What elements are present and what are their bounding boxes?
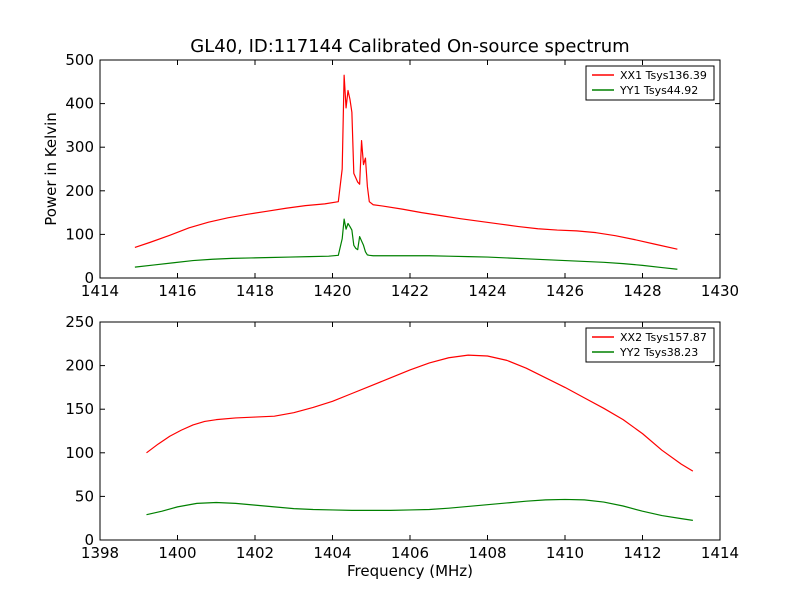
x-tick-label: 1402 [236, 544, 274, 562]
series-line-1-2 [134, 218, 678, 270]
x-tick-label: 1412 [623, 544, 661, 562]
x-tick-label: 1408 [468, 544, 506, 562]
legend-box [585, 65, 715, 101]
y-tick-label: 100 [65, 225, 94, 243]
y-tick-label: 300 [65, 138, 94, 156]
x-tick-label: 1406 [391, 544, 429, 562]
y-tick-label: 50 [75, 487, 94, 505]
x-tick-label: 1398 [81, 544, 119, 562]
x-tick-label: 1400 [158, 544, 196, 562]
legend-1: XX1 Tsys136.39 YY1 Tsys44.92 [585, 65, 715, 101]
y-tick-label: 100 [65, 444, 94, 462]
legend-label: XX2 Tsys157.87 [620, 331, 707, 344]
legend-label: YY2 Tsys38.23 [619, 346, 698, 359]
x-tick-label: 1420 [313, 282, 351, 300]
series-line-2-1 [146, 354, 694, 472]
legend-label: XX1 Tsys136.39 [620, 69, 707, 82]
x-axis-label: Frequency (MHz) [347, 562, 473, 580]
x-tick-label: 1418 [236, 282, 274, 300]
x-tick-label: 1410 [546, 544, 584, 562]
x-tick-label: 1428 [623, 282, 661, 300]
y-tick-label: 0 [84, 269, 94, 287]
x-tick-label: 1404 [313, 544, 351, 562]
x-tick-label: 1426 [546, 282, 584, 300]
chart-title: GL40, ID:117144 Calibrated On-source spe… [190, 36, 629, 57]
x-tick-label: 1424 [468, 282, 506, 300]
y-tick-label: 200 [65, 357, 94, 375]
legend-box [585, 327, 715, 363]
series-line-2-2 [146, 498, 693, 521]
x-tick-label: 1414 [81, 282, 119, 300]
series-line-1-1 [134, 74, 678, 250]
y-tick-label: 200 [65, 182, 94, 200]
y-tick-label: 400 [65, 95, 94, 113]
y-tick-label: 0 [84, 531, 94, 549]
x-tick-label: 1422 [391, 282, 429, 300]
y-tick-label: 250 [65, 313, 94, 331]
top-panel: 1414 1416 1418 1420 1422 1424 1426 1428 1430 0 100… [42, 51, 739, 300]
y-axis-label: Power in Kelvin [42, 112, 60, 226]
legend-2: XX2 Tsys157.87 YY2 Tsys38.23 [585, 327, 715, 363]
y-tick-label: 150 [65, 400, 94, 418]
bottom-panel: 1398 1400 1402 1404 1406 1408 1410 1412 1414 0 50 1… [65, 313, 739, 580]
legend-label: YY1 Tsys44.92 [619, 84, 698, 97]
x-tick-label: 1430 [701, 282, 739, 300]
x-tick-label: 1414 [701, 544, 739, 562]
y-tick-label: 500 [65, 51, 94, 69]
x-tick-label: 1416 [158, 282, 196, 300]
